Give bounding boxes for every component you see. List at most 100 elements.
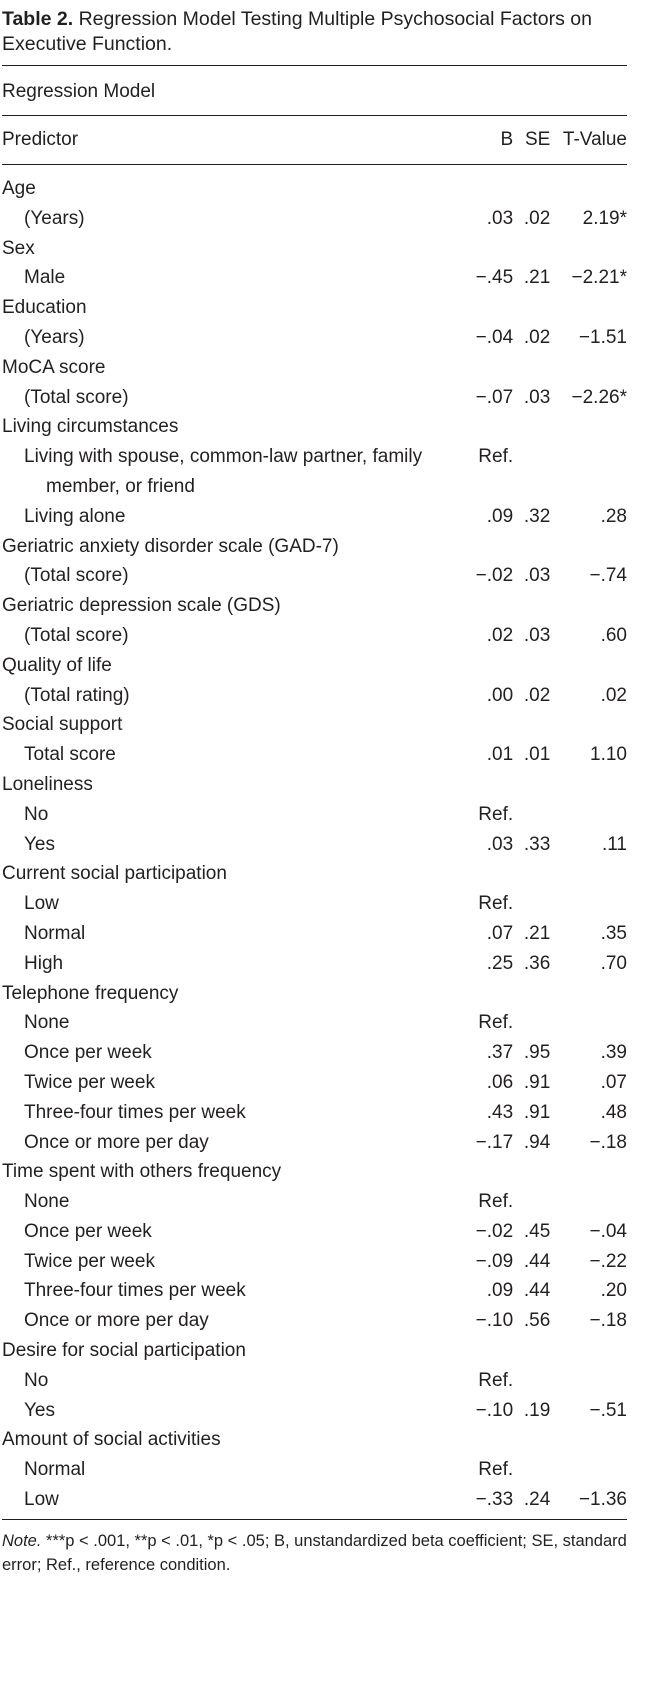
data-row: Once per week −.02 .45 −.04 <box>2 1217 627 1247</box>
group-row: Current social participation <box>2 859 627 889</box>
empty-cell <box>513 1187 550 1217</box>
note-label: Note. <box>2 1531 42 1550</box>
value-cell: .06 <box>486 1071 514 1093</box>
row-label-text: High <box>24 952 64 974</box>
data-row: Low Ref. <box>2 889 627 919</box>
row-label-text: (Total score) <box>24 565 129 587</box>
value-cell: .21 <box>523 267 551 289</box>
value-cell: .09 <box>486 1280 514 1302</box>
row-label: None <box>2 1187 451 1217</box>
data-row: Once or more per day −.17 .94 −.18 <box>2 1128 627 1158</box>
column-header: T-Value <box>562 129 627 150</box>
data-row: Once per week .37 .95 .39 <box>2 1038 627 1068</box>
value-cell: .70 <box>600 952 627 974</box>
row-label: Twice per week <box>2 1068 451 1098</box>
group-label: Geriatric depression scale (GDS) <box>2 595 281 617</box>
row-label-text: Yes <box>24 1399 55 1421</box>
row-label: No <box>2 800 451 830</box>
row-label-text: Normal <box>24 1459 86 1481</box>
value-cell: −.51 <box>589 1399 627 1421</box>
value-cell: −.02 <box>475 565 514 587</box>
row-label: (Total score) <box>2 561 451 591</box>
group-row: Loneliness <box>2 770 627 800</box>
value-cell: Ref. <box>478 803 514 825</box>
table-title: Regression Model Testing Multiple Psycho… <box>2 8 592 55</box>
value-cell: .56 <box>523 1310 551 1332</box>
empty-cell <box>513 889 550 919</box>
group-label: Geriatric anxiety disorder scale (GAD-7) <box>2 535 339 557</box>
row-label-text: Once per week <box>24 1042 152 1064</box>
value-cell: .19 <box>523 1399 551 1421</box>
value-cell: .32 <box>523 505 551 527</box>
value-cell: .48 <box>600 1101 627 1123</box>
value-cell: .03 <box>523 624 551 646</box>
value-cell: .37 <box>486 1042 514 1064</box>
value-cell: .02 <box>486 624 514 646</box>
row-label-text: (Total score) <box>24 386 129 408</box>
row-label: Low <box>2 889 451 919</box>
row-label: Low <box>2 1485 451 1519</box>
row-label: None <box>2 1008 451 1038</box>
row-label-text: Total score <box>24 744 116 766</box>
column-header: Predictor <box>2 129 79 150</box>
value-cell: Ref. <box>478 893 514 915</box>
data-row: Male −.45 .21 −2.21* <box>2 263 627 293</box>
value-cell: −2.21* <box>571 267 627 289</box>
value-cell: .11 <box>601 833 627 855</box>
rule <box>2 164 627 165</box>
data-row: Normal .07 .21 .35 <box>2 919 627 949</box>
row-label: No <box>2 1366 451 1396</box>
value-cell: .02 <box>523 207 551 229</box>
group-row: Quality of life <box>2 651 627 681</box>
data-row: (Years) −.04 .02 −1.51 <box>2 323 627 353</box>
row-label: High <box>2 949 451 979</box>
row-label-text: None <box>24 1191 70 1213</box>
value-cell: .09 <box>486 505 514 527</box>
group-row: Age <box>2 165 627 204</box>
row-label: Yes <box>2 830 451 860</box>
value-cell: −.04 <box>589 1220 627 1242</box>
value-cell: −1.36 <box>578 1489 627 1511</box>
empty-cell <box>513 442 550 502</box>
value-cell: .36 <box>523 952 551 974</box>
value-cell: .94 <box>523 1131 551 1153</box>
data-row: Three-four times per week .09 .44 .20 <box>2 1276 627 1306</box>
value-cell: 2.19* <box>582 207 627 229</box>
note-text: ***p < .001, **p < .01, *p < .05; B, uns… <box>2 1531 627 1574</box>
group-row: Living circumstances <box>2 412 627 442</box>
group-label: Desire for social participation <box>2 1340 246 1362</box>
value-cell: −.17 <box>475 1131 514 1153</box>
group-row: Sex <box>2 234 627 264</box>
data-row: Living with spouse, common-law partner, … <box>2 442 627 502</box>
row-label: Once or more per day <box>2 1306 451 1336</box>
value-cell: .91 <box>523 1101 551 1123</box>
value-cell: −.33 <box>475 1489 514 1511</box>
row-label-text: No <box>24 803 49 825</box>
group-label: Telephone frequency <box>2 982 179 1004</box>
column-header: B <box>500 129 514 150</box>
table-body: Age (Years) .03 .02 2.19* Sex Male −.45 .21 −2.21… <box>2 165 627 1519</box>
data-row: (Years) .03 .02 2.19* <box>2 204 627 234</box>
row-label: (Years) <box>2 323 451 353</box>
row-label: (Total score) <box>2 383 451 413</box>
value-cell: .03 <box>486 833 514 855</box>
group-row: Geriatric anxiety disorder scale (GAD-7) <box>2 532 627 562</box>
row-label: Three-four times per week <box>2 1098 451 1128</box>
group-row: MoCA score <box>2 353 627 383</box>
data-row: (Total score) −.07 .03 −2.26* <box>2 383 627 413</box>
value-cell: .43 <box>486 1101 514 1123</box>
value-cell: .91 <box>523 1071 551 1093</box>
row-label: Yes <box>2 1396 451 1426</box>
data-row: Normal Ref. <box>2 1455 627 1485</box>
caption: Table 2. Regression Model Testing Multip… <box>2 7 627 57</box>
value-cell: .35 <box>600 922 627 944</box>
row-label-text: Twice per week <box>24 1071 155 1093</box>
data-row: Three-four times per week .43 .91 .48 <box>2 1098 627 1128</box>
value-cell: Ref. <box>478 1459 514 1481</box>
group-row: Desire for social participation <box>2 1336 627 1366</box>
value-cell: −.18 <box>589 1310 627 1332</box>
row-label: Normal <box>2 919 451 949</box>
row-label-text: No <box>24 1369 49 1391</box>
value-cell: .60 <box>600 624 627 646</box>
